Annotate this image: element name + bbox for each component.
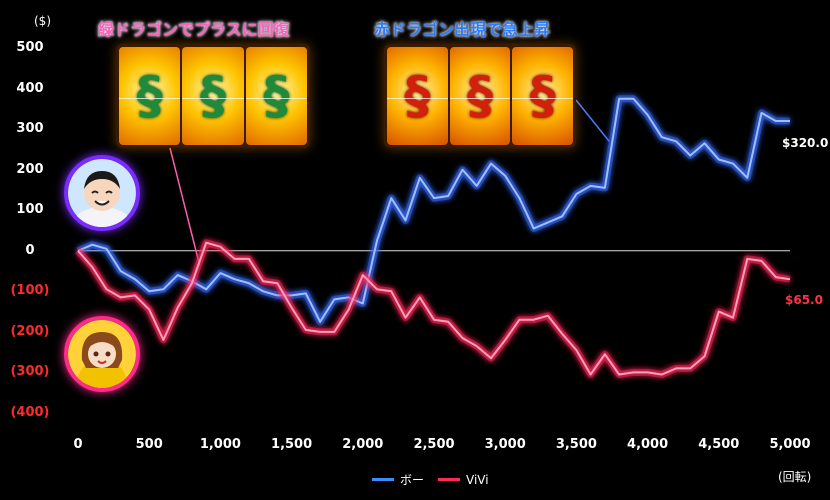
bo-end-label: $320.0 bbox=[782, 136, 829, 150]
y-tick-label: (100) bbox=[10, 283, 50, 299]
y-tick-label: 400 bbox=[16, 80, 44, 96]
legend-swatch-vivi bbox=[438, 478, 461, 481]
vivi-end-label: $65.0 bbox=[785, 293, 823, 307]
x-tick-label: 500 bbox=[135, 437, 163, 452]
girl-avatar-icon bbox=[64, 316, 140, 392]
x-tick-label: 4,500 bbox=[698, 437, 740, 452]
y-tick-label: 500 bbox=[16, 40, 44, 55]
x-axis-unit: (回転) bbox=[778, 470, 812, 484]
green-dragon-reels: § § § bbox=[116, 44, 310, 148]
green-dragon-reel-icon: § bbox=[119, 47, 181, 145]
y-tick-label: 200 bbox=[16, 161, 44, 177]
green-dragon-leader-line bbox=[169, 147, 200, 264]
boy-avatar-icon bbox=[64, 155, 140, 231]
x-tick-label: 2,000 bbox=[342, 437, 384, 452]
green-dragon-callout: 緑ドラゴンでプラスに回復 bbox=[98, 20, 290, 39]
legend-label-vivi: ViVi bbox=[466, 472, 489, 487]
x-tick-label: 2,500 bbox=[413, 437, 455, 452]
x-tick-label: 3,000 bbox=[484, 437, 526, 452]
y-tick-label: (300) bbox=[10, 364, 50, 380]
green-dragon-reel-icon: § bbox=[182, 47, 244, 145]
y-tick-label: 0 bbox=[25, 242, 35, 258]
red-dragon-reel-icon: § bbox=[512, 47, 574, 145]
x-tick-label: 5,000 bbox=[769, 437, 811, 452]
y-tick-label: 100 bbox=[16, 202, 44, 218]
red-dragon-reel-icon: § bbox=[387, 47, 448, 145]
series-glow-vivi bbox=[75, 239, 791, 378]
y-tick-label: 300 bbox=[16, 121, 44, 137]
y-tick-label: (400) bbox=[10, 405, 50, 420]
red-dragon-reels: § § § bbox=[384, 44, 576, 148]
series-line-bo bbox=[77, 97, 790, 323]
x-tick-label: 1,000 bbox=[199, 437, 241, 452]
x-tick-label: 4,000 bbox=[627, 437, 669, 452]
series-line-vivi bbox=[77, 241, 791, 376]
y-axis-unit: ($) bbox=[34, 14, 51, 28]
red-dragon-reel-icon: § bbox=[449, 47, 511, 145]
red-dragon-leader-line bbox=[575, 99, 610, 142]
legend-label-bo: ボー bbox=[400, 473, 425, 487]
x-tick-label: 1,500 bbox=[271, 437, 313, 452]
chart-legend: ボー ViVi bbox=[372, 471, 489, 488]
y-tick-label: (200) bbox=[10, 323, 50, 339]
green-dragon-reel-icon: § bbox=[245, 47, 307, 145]
x-tick-label: 0 bbox=[73, 437, 83, 452]
x-tick-label: 3,500 bbox=[555, 437, 597, 452]
red-dragon-callout: 赤ドラゴン出現で急上昇 bbox=[374, 20, 551, 39]
legend-swatch-bo bbox=[372, 478, 394, 481]
